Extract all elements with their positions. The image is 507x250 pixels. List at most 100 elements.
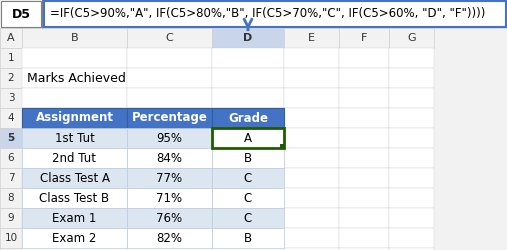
Text: B: B — [244, 232, 252, 244]
Text: C: C — [244, 192, 252, 204]
Bar — [389, 68, 434, 88]
Bar — [339, 208, 389, 228]
Bar — [22, 128, 127, 148]
Bar — [212, 148, 284, 168]
Text: 6: 6 — [8, 153, 14, 163]
Text: Class Test B: Class Test B — [40, 192, 110, 204]
Text: 1: 1 — [8, 53, 14, 63]
Text: Exam 1: Exam 1 — [52, 212, 97, 224]
Text: D: D — [243, 33, 252, 43]
Bar — [127, 208, 212, 228]
Bar — [284, 68, 339, 88]
Bar — [284, 148, 339, 168]
Bar — [22, 168, 127, 188]
Bar — [22, 48, 127, 68]
Text: =IF(C5>90%,"A", IF(C5>80%,"B", IF(C5>70%,"C", IF(C5>60%, "D", "F")))): =IF(C5>90%,"A", IF(C5>80%,"B", IF(C5>70%… — [50, 8, 485, 20]
Text: Grade: Grade — [228, 112, 268, 124]
Bar — [284, 208, 339, 228]
Text: 77%: 77% — [157, 172, 183, 184]
Bar — [212, 48, 284, 68]
Bar — [0, 248, 22, 250]
Bar — [22, 108, 127, 128]
Bar — [284, 28, 339, 48]
Bar — [339, 108, 389, 128]
Bar — [127, 128, 212, 148]
Text: A: A — [7, 33, 15, 43]
Bar — [212, 128, 284, 148]
Text: 84%: 84% — [157, 152, 183, 164]
Text: 82%: 82% — [157, 232, 183, 244]
Bar — [127, 188, 212, 208]
Bar — [212, 128, 284, 148]
Text: Exam 2: Exam 2 — [52, 232, 97, 244]
Bar — [0, 188, 22, 208]
Bar — [22, 108, 127, 128]
Text: 76%: 76% — [157, 212, 183, 224]
Bar — [0, 128, 22, 148]
Bar — [22, 148, 127, 168]
Bar — [284, 188, 339, 208]
Text: A: A — [244, 132, 252, 144]
Text: 71%: 71% — [157, 192, 183, 204]
Text: E: E — [308, 33, 315, 43]
Bar — [389, 88, 434, 108]
Bar — [212, 168, 284, 188]
Bar — [212, 168, 284, 188]
Text: 2: 2 — [8, 73, 14, 83]
Bar — [389, 128, 434, 148]
Bar — [22, 208, 127, 228]
Text: B: B — [70, 33, 78, 43]
Bar — [212, 148, 284, 168]
Text: D5: D5 — [12, 8, 30, 20]
Bar — [212, 88, 284, 108]
Text: 1st Tut: 1st Tut — [55, 132, 94, 144]
Bar — [389, 228, 434, 248]
Text: 9: 9 — [8, 213, 14, 223]
Bar — [212, 128, 284, 148]
Bar — [339, 188, 389, 208]
Bar — [0, 88, 22, 108]
Bar — [22, 68, 127, 88]
Bar — [339, 88, 389, 108]
Bar — [389, 168, 434, 188]
Bar — [22, 208, 127, 228]
Bar — [284, 108, 339, 128]
Bar — [339, 48, 389, 68]
Bar — [212, 208, 284, 228]
Bar — [212, 28, 284, 48]
Bar — [212, 208, 284, 228]
Bar — [284, 88, 339, 108]
Bar — [389, 148, 434, 168]
Bar — [339, 148, 389, 168]
Text: Assignment: Assignment — [35, 112, 114, 124]
Bar — [0, 28, 22, 48]
Text: C: C — [244, 212, 252, 224]
Text: C: C — [244, 172, 252, 184]
Text: 7: 7 — [8, 173, 14, 183]
Text: B: B — [244, 152, 252, 164]
Bar — [22, 148, 127, 168]
Bar — [284, 228, 339, 248]
Text: G: G — [407, 33, 416, 43]
Bar — [212, 108, 284, 128]
Text: 4: 4 — [8, 113, 14, 123]
Text: 10: 10 — [5, 233, 18, 243]
Bar — [127, 68, 212, 88]
Bar — [284, 248, 339, 250]
Bar — [389, 188, 434, 208]
Bar — [0, 148, 22, 168]
Bar — [22, 188, 127, 208]
Bar — [212, 68, 284, 88]
Bar — [212, 228, 284, 248]
Bar — [339, 28, 389, 48]
Bar — [22, 188, 127, 208]
Polygon shape — [7, 35, 15, 41]
Bar — [212, 108, 284, 128]
Bar — [0, 168, 22, 188]
Text: 3: 3 — [8, 93, 14, 103]
Bar — [212, 228, 284, 248]
Bar — [0, 48, 22, 68]
Text: Marks Achieved: Marks Achieved — [27, 72, 126, 85]
Bar — [44, 1, 506, 27]
Text: 5: 5 — [8, 133, 15, 143]
